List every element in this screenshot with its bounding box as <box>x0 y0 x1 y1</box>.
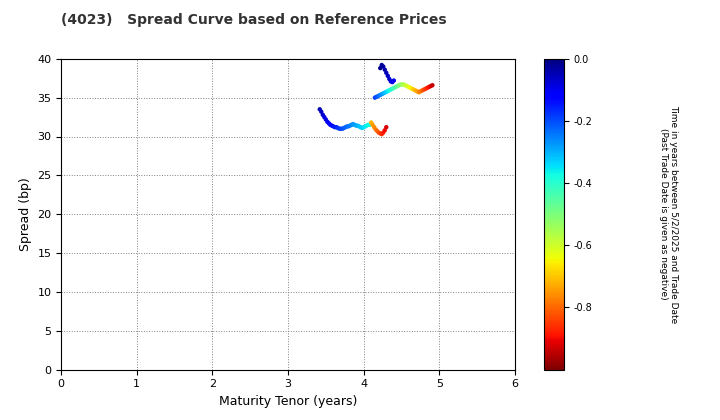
Point <box>328 123 339 130</box>
Point <box>387 79 398 86</box>
Point <box>325 121 336 128</box>
Point <box>395 81 406 88</box>
Point <box>329 124 341 131</box>
Point <box>326 122 338 129</box>
Point <box>383 87 395 94</box>
Point <box>317 111 328 118</box>
Point <box>393 82 405 89</box>
Point <box>369 124 380 131</box>
Point <box>427 82 438 89</box>
Point <box>388 77 400 84</box>
Point <box>384 76 395 82</box>
Point <box>374 92 385 99</box>
Point <box>343 123 354 130</box>
Point <box>377 90 388 97</box>
Point <box>365 121 377 127</box>
Point <box>356 125 368 131</box>
Point <box>382 73 394 79</box>
Point <box>380 69 392 76</box>
Point <box>372 93 384 100</box>
Point <box>369 94 381 101</box>
Point <box>420 85 432 92</box>
Point <box>330 124 342 131</box>
Point <box>405 85 417 92</box>
Point <box>355 124 366 131</box>
Point <box>314 106 325 113</box>
Point <box>335 125 347 132</box>
Point <box>379 89 391 96</box>
Point <box>413 89 425 96</box>
Point <box>416 87 428 94</box>
Point <box>380 124 392 131</box>
Point <box>382 88 393 95</box>
Point <box>402 84 414 90</box>
Point <box>373 129 384 136</box>
Point <box>318 114 330 121</box>
Point <box>352 122 364 129</box>
Point <box>407 86 418 92</box>
Point <box>364 121 375 128</box>
Point <box>376 131 387 137</box>
Point <box>315 108 327 115</box>
Text: (4023)   Spread Curve based on Reference Prices: (4023) Spread Curve based on Reference P… <box>61 13 447 26</box>
Point <box>377 129 389 136</box>
Point <box>341 123 353 130</box>
X-axis label: Maturity Tenor (years): Maturity Tenor (years) <box>219 395 357 408</box>
Point <box>415 88 426 95</box>
Point <box>400 82 411 89</box>
Point <box>410 87 421 94</box>
Point <box>398 81 410 88</box>
Point <box>397 81 408 88</box>
Point <box>390 84 402 90</box>
Point <box>354 123 365 130</box>
Point <box>361 122 372 129</box>
Point <box>370 126 382 133</box>
Point <box>375 91 387 98</box>
Point <box>384 87 396 93</box>
Point <box>323 120 335 127</box>
Point <box>385 78 397 85</box>
Point <box>372 128 383 134</box>
Point <box>418 87 429 93</box>
Point <box>422 84 433 91</box>
Point <box>401 83 413 89</box>
Point <box>377 63 389 70</box>
Point <box>376 62 387 68</box>
Point <box>387 85 399 92</box>
Y-axis label: Time in years between 5/2/2025 and Trade Date
(Past Trade Date is given as negat: Time in years between 5/2/2025 and Trade… <box>659 105 678 323</box>
Point <box>379 127 390 134</box>
Point <box>374 65 386 71</box>
Point <box>337 125 348 132</box>
Point <box>374 130 386 137</box>
Point <box>365 119 377 126</box>
Point <box>367 121 379 128</box>
Point <box>386 86 397 92</box>
Point <box>392 83 403 89</box>
Point <box>350 122 361 129</box>
Point <box>371 94 382 100</box>
Point <box>408 87 420 93</box>
Point <box>358 124 369 131</box>
Point <box>362 121 374 128</box>
Point <box>423 84 435 90</box>
Point <box>378 89 390 96</box>
Point <box>320 116 331 123</box>
Point <box>332 125 343 131</box>
Point <box>340 124 351 131</box>
Y-axis label: Spread (bp): Spread (bp) <box>19 177 32 251</box>
Point <box>412 88 423 95</box>
Point <box>346 121 357 128</box>
Point <box>344 122 356 129</box>
Point <box>419 86 431 92</box>
Point <box>347 121 359 127</box>
Point <box>425 83 436 89</box>
Point <box>333 125 345 132</box>
Point <box>359 123 371 130</box>
Point <box>389 84 400 91</box>
Point <box>379 66 390 73</box>
Point <box>348 121 360 128</box>
Point <box>322 118 333 125</box>
Point <box>404 84 415 91</box>
Point <box>338 125 350 131</box>
